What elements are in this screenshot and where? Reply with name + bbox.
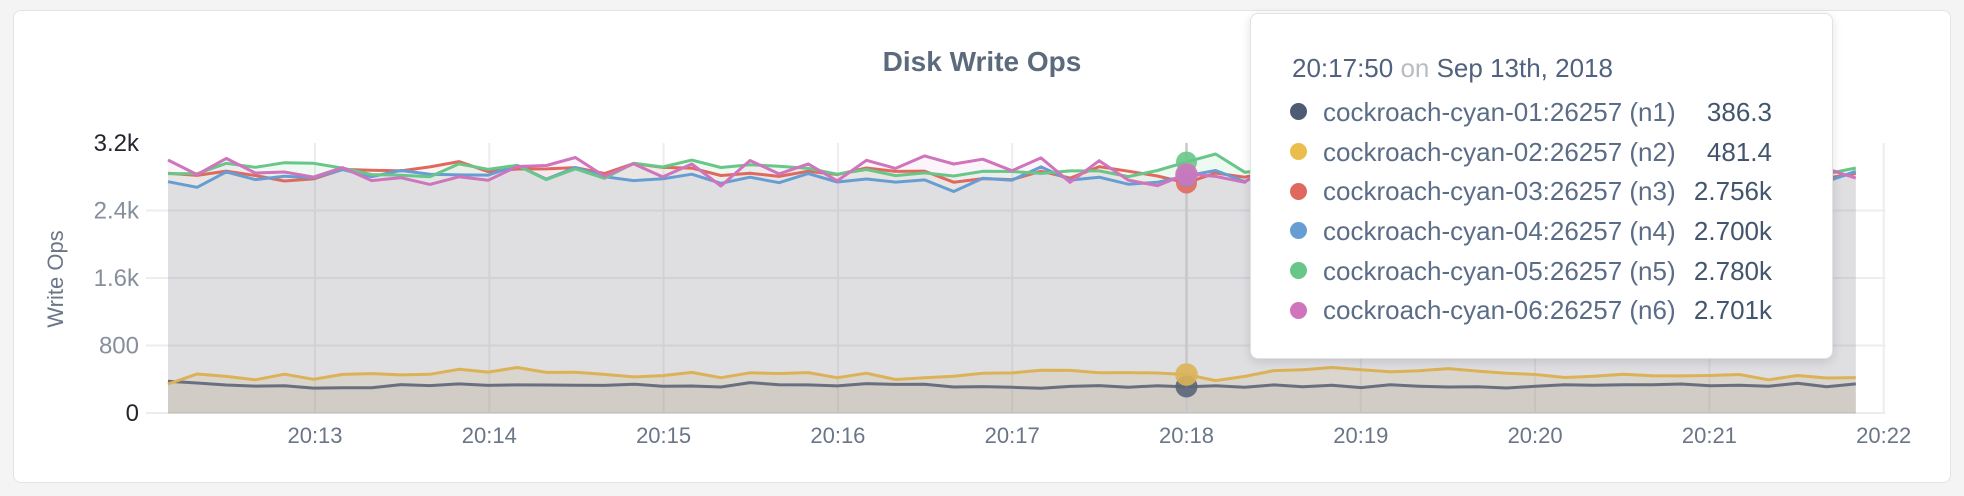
svg-text:2.4k: 2.4k	[94, 198, 140, 225]
svg-text:20:13: 20:13	[287, 423, 342, 448]
svg-text:20:22: 20:22	[1856, 423, 1911, 448]
svg-text:0: 0	[126, 400, 139, 427]
svg-text:20:14: 20:14	[462, 423, 517, 448]
svg-text:20:15: 20:15	[636, 423, 691, 448]
svg-text:1.6k: 1.6k	[94, 265, 140, 292]
svg-text:Write Ops: Write Ops	[43, 230, 68, 327]
svg-text:20:16: 20:16	[810, 423, 865, 448]
svg-text:20:18: 20:18	[1159, 423, 1214, 448]
svg-text:800: 800	[99, 333, 139, 360]
svg-text:3.2k: 3.2k	[94, 130, 140, 157]
svg-text:20:17: 20:17	[985, 423, 1040, 448]
svg-text:20:19: 20:19	[1333, 423, 1388, 448]
svg-text:20:20: 20:20	[1508, 423, 1563, 448]
svg-text:20:21: 20:21	[1682, 423, 1737, 448]
